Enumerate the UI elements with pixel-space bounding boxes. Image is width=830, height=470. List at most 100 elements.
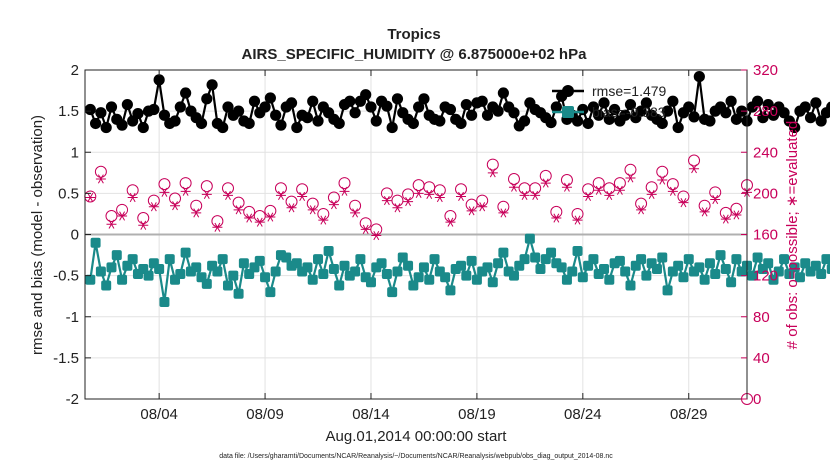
rmse-point: [360, 89, 372, 101]
bias-point: [768, 274, 779, 285]
possible-point: [582, 183, 595, 196]
rmse-point: [481, 109, 494, 121]
bias-point: [694, 262, 705, 273]
rmse-point: [725, 95, 737, 107]
bias-point: [535, 264, 546, 275]
rmse-point: [121, 98, 133, 111]
rmse-point: [137, 121, 149, 134]
evaluated-point: [583, 191, 594, 202]
possible-point: [306, 197, 319, 210]
rmse-point: [667, 95, 679, 107]
rmse-point: [789, 121, 801, 134]
possible-point: [719, 206, 732, 219]
possible-point: [274, 182, 287, 195]
evaluated-point: [667, 186, 678, 196]
y-tick-label-4: 0: [71, 227, 79, 244]
evaluated-point: [561, 182, 572, 192]
rmse-point: [476, 95, 488, 107]
rmse-point: [206, 79, 218, 91]
bias-point: [376, 258, 387, 269]
x-tick-label-1: 08/09: [246, 406, 284, 423]
bias-point: [493, 258, 504, 269]
bias-point: [556, 262, 567, 273]
possible-point: [211, 215, 224, 228]
rmse-point: [767, 109, 780, 121]
bias-point: [816, 268, 827, 279]
possible-point: [317, 207, 330, 220]
bias-point: [508, 270, 519, 281]
possible-point: [232, 196, 245, 209]
bias-point: [657, 252, 668, 263]
rmse-point: [386, 121, 398, 134]
rmse-point: [571, 115, 584, 127]
evaluated-point: [646, 189, 657, 199]
evaluated-point: [286, 203, 297, 213]
rmse-point: [434, 115, 446, 127]
evaluated-point: [710, 194, 721, 205]
possible-point: [391, 194, 404, 207]
bias-point: [588, 254, 599, 265]
bias-point: [392, 266, 403, 277]
x-axis-ticks: 08/04 08/09 08/14 08/19 08/24 08/29: [140, 70, 708, 423]
possible-point: [624, 163, 637, 176]
evaluated-point: [593, 185, 604, 195]
bias-point: [413, 272, 424, 283]
bias-point: [487, 277, 498, 288]
rmse-point: [624, 98, 637, 111]
bias-point: [270, 266, 281, 277]
bias-point: [381, 268, 392, 279]
rmse-point: [693, 70, 705, 83]
bias-point: [524, 233, 535, 244]
evaluated-point: [265, 212, 276, 222]
bias-point: [821, 254, 830, 265]
possible-point: [264, 204, 277, 217]
possible-point: [338, 177, 351, 190]
bias-point: [704, 258, 715, 269]
possible-point: [550, 205, 563, 218]
evaluated-point: [191, 208, 202, 218]
possible-point: [465, 198, 478, 211]
rmse-point: [635, 105, 647, 117]
bias-point: [546, 247, 557, 258]
rmse-point: [640, 97, 652, 109]
bias-point: [789, 262, 800, 273]
bias-point: [636, 254, 647, 265]
bias-point: [212, 266, 223, 277]
bias-point: [604, 274, 615, 285]
rmse-point: [656, 117, 668, 130]
data-file-footnote: data file: /Users/gharamti/Documents/NCA…: [219, 453, 613, 460]
possible-point: [116, 203, 129, 216]
possible-point: [709, 186, 722, 199]
bias-point: [678, 272, 689, 283]
evaluated-point: [720, 214, 731, 224]
rmse-point: [587, 101, 600, 113]
evaluated-point: [328, 200, 339, 210]
possible-point: [688, 154, 701, 167]
rmse-point: [593, 109, 605, 121]
bias-point: [561, 274, 572, 285]
bias-point: [95, 266, 106, 277]
y-tick-label-3: -0.5: [53, 268, 79, 285]
evaluated-point: [222, 190, 233, 201]
possible-point: [296, 183, 309, 196]
rmse-point: [508, 107, 520, 119]
evaluated-point: [477, 202, 488, 212]
x-tick-label-0: 08/04: [140, 406, 178, 423]
bias-point: [201, 278, 212, 289]
possible-point: [137, 212, 150, 225]
evaluated-point: [572, 215, 583, 225]
possible-point: [486, 158, 499, 171]
possible-point: [645, 181, 658, 194]
possible-point: [243, 205, 256, 218]
rmse-point: [344, 95, 356, 107]
bias-point: [752, 252, 763, 263]
evaluated-point: [233, 205, 244, 215]
possible-point: [147, 194, 160, 207]
rmse-point: [826, 101, 830, 113]
evaluated-point: [699, 207, 710, 217]
evaluated-point: [636, 205, 647, 215]
bias-point: [111, 250, 122, 261]
rmse-point: [704, 115, 716, 127]
evaluated-point: [519, 190, 530, 201]
x-tick-label-2: 08/14: [352, 406, 390, 423]
